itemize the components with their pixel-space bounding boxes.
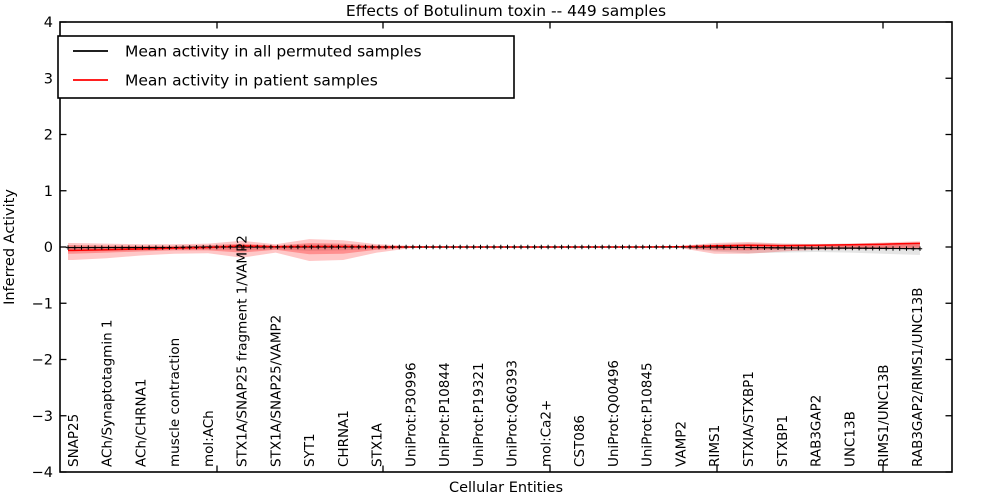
x-category-label: STX1A/SNAP25/VAMP2: [268, 315, 284, 467]
x-category-label: SNAP25: [66, 414, 82, 467]
x-category-label: RAB3GAP2: [809, 395, 825, 467]
x-category-label: CHRNA1: [336, 410, 352, 467]
x-category-label: ACh/Synaptotagmin 1: [100, 319, 116, 467]
y-tick-label: 2: [44, 128, 53, 144]
x-category-label: UniProt:P19321: [471, 362, 487, 467]
x-category-label: UniProt:P10845: [640, 362, 656, 467]
y-tick-label: 4: [44, 15, 53, 31]
x-category-label: UNC13B: [842, 411, 858, 467]
x-category-label: UniProt:P10844: [437, 362, 453, 467]
y-tick-labels: 4 3 2 1 0 −1 −2 −3 −4: [32, 15, 53, 481]
y-axis-label: Inferred Activity: [2, 189, 18, 305]
y-tick-label: −4: [32, 465, 53, 481]
x-category-label: STXBP1: [775, 415, 791, 467]
permuted-mean-plus-markers: [65, 244, 923, 251]
x-category-label: RIMS1/UNC13B: [876, 364, 892, 467]
x-category-label: UniProt:P30996: [403, 362, 419, 467]
plus-markers: [65, 244, 923, 251]
patient-samples-range-outer-band: [68, 239, 920, 262]
y-tick-label: −1: [32, 296, 53, 312]
legend: Mean activity in all permuted samples Me…: [57, 35, 515, 99]
x-category-label: RAB3GAP2/RIMS1/UNC13B: [910, 288, 926, 467]
legend-label-permuted: Mean activity in all permuted samples: [125, 43, 422, 61]
x-category-label: STX1A/SNAP25 fragment 1/VAMP2: [235, 235, 251, 467]
y-tick-label: 0: [44, 240, 53, 256]
y-tick-label: 3: [44, 71, 53, 87]
x-category-label: STX1A: [370, 422, 386, 467]
axes-frame: [59, 21, 953, 473]
x-category-label: mol:ACh: [201, 410, 217, 467]
y-tick-label: 1: [44, 184, 53, 200]
x-category-label: ACh/CHRNA1: [133, 379, 149, 467]
x-category-labels: SNAP25 ACh/Synaptotagmin 1 ACh/CHRNA1 muscl…: [66, 235, 926, 467]
x-category-label: muscle contraction: [167, 338, 183, 467]
y-tick-label: −2: [32, 353, 53, 369]
x-category-label: STXIA/STXBP1: [741, 371, 757, 467]
x-category-label: SYT1: [302, 433, 318, 467]
x-category-label: UniProt:Q00496: [606, 360, 622, 467]
x-category-label: UniProt:Q60393: [505, 360, 521, 467]
x-axis-label: Cellular Entities: [449, 480, 563, 496]
x-category-label: mol:Ca2+: [538, 400, 554, 467]
x-category-label: CST086: [572, 415, 588, 467]
legend-label-patient: Mean activity in patient samples: [125, 72, 378, 90]
x-category-label: RIMS1: [707, 425, 723, 467]
x-category-label: VAMP2: [674, 421, 690, 467]
legend-box: [57, 35, 515, 99]
y-tick-label: −3: [32, 409, 53, 425]
chart-title: Effects of Botulinum toxin -- 449 sample…: [346, 2, 666, 20]
